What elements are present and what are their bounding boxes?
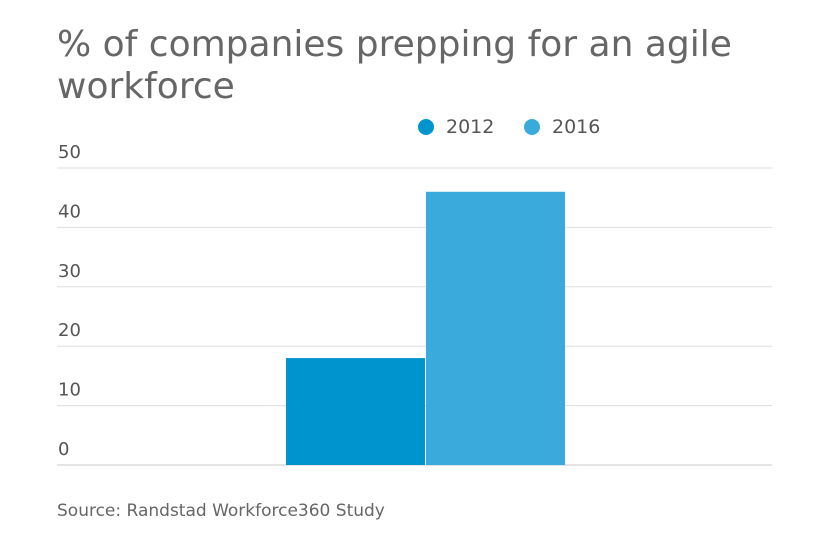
legend-label-2016: 2016 (552, 116, 601, 138)
y-tick-label-10: 10 (58, 380, 81, 401)
legend-label-2012: 2012 (446, 116, 495, 138)
legend-marker-2016 (524, 119, 540, 135)
y-tick-label-30: 30 (58, 261, 81, 282)
legend-item-2012: 2012 (418, 115, 494, 139)
source-note: Source: Randstad Workforce360 Study (57, 501, 385, 521)
bar-2012 (286, 358, 425, 465)
chart-title: % of companies prepping for an agile wor… (57, 24, 732, 107)
y-tick-label-0: 0 (58, 439, 69, 460)
bar-2016 (426, 191, 565, 465)
legend-item-2016: 2016 (524, 115, 600, 139)
y-tick-label-20: 20 (58, 320, 81, 341)
legend-marker-2012 (418, 119, 434, 135)
y-tick-label-40: 40 (58, 201, 81, 222)
y-tick-label-50: 50 (58, 142, 81, 163)
legend: 2012 2016 (0, 115, 840, 139)
